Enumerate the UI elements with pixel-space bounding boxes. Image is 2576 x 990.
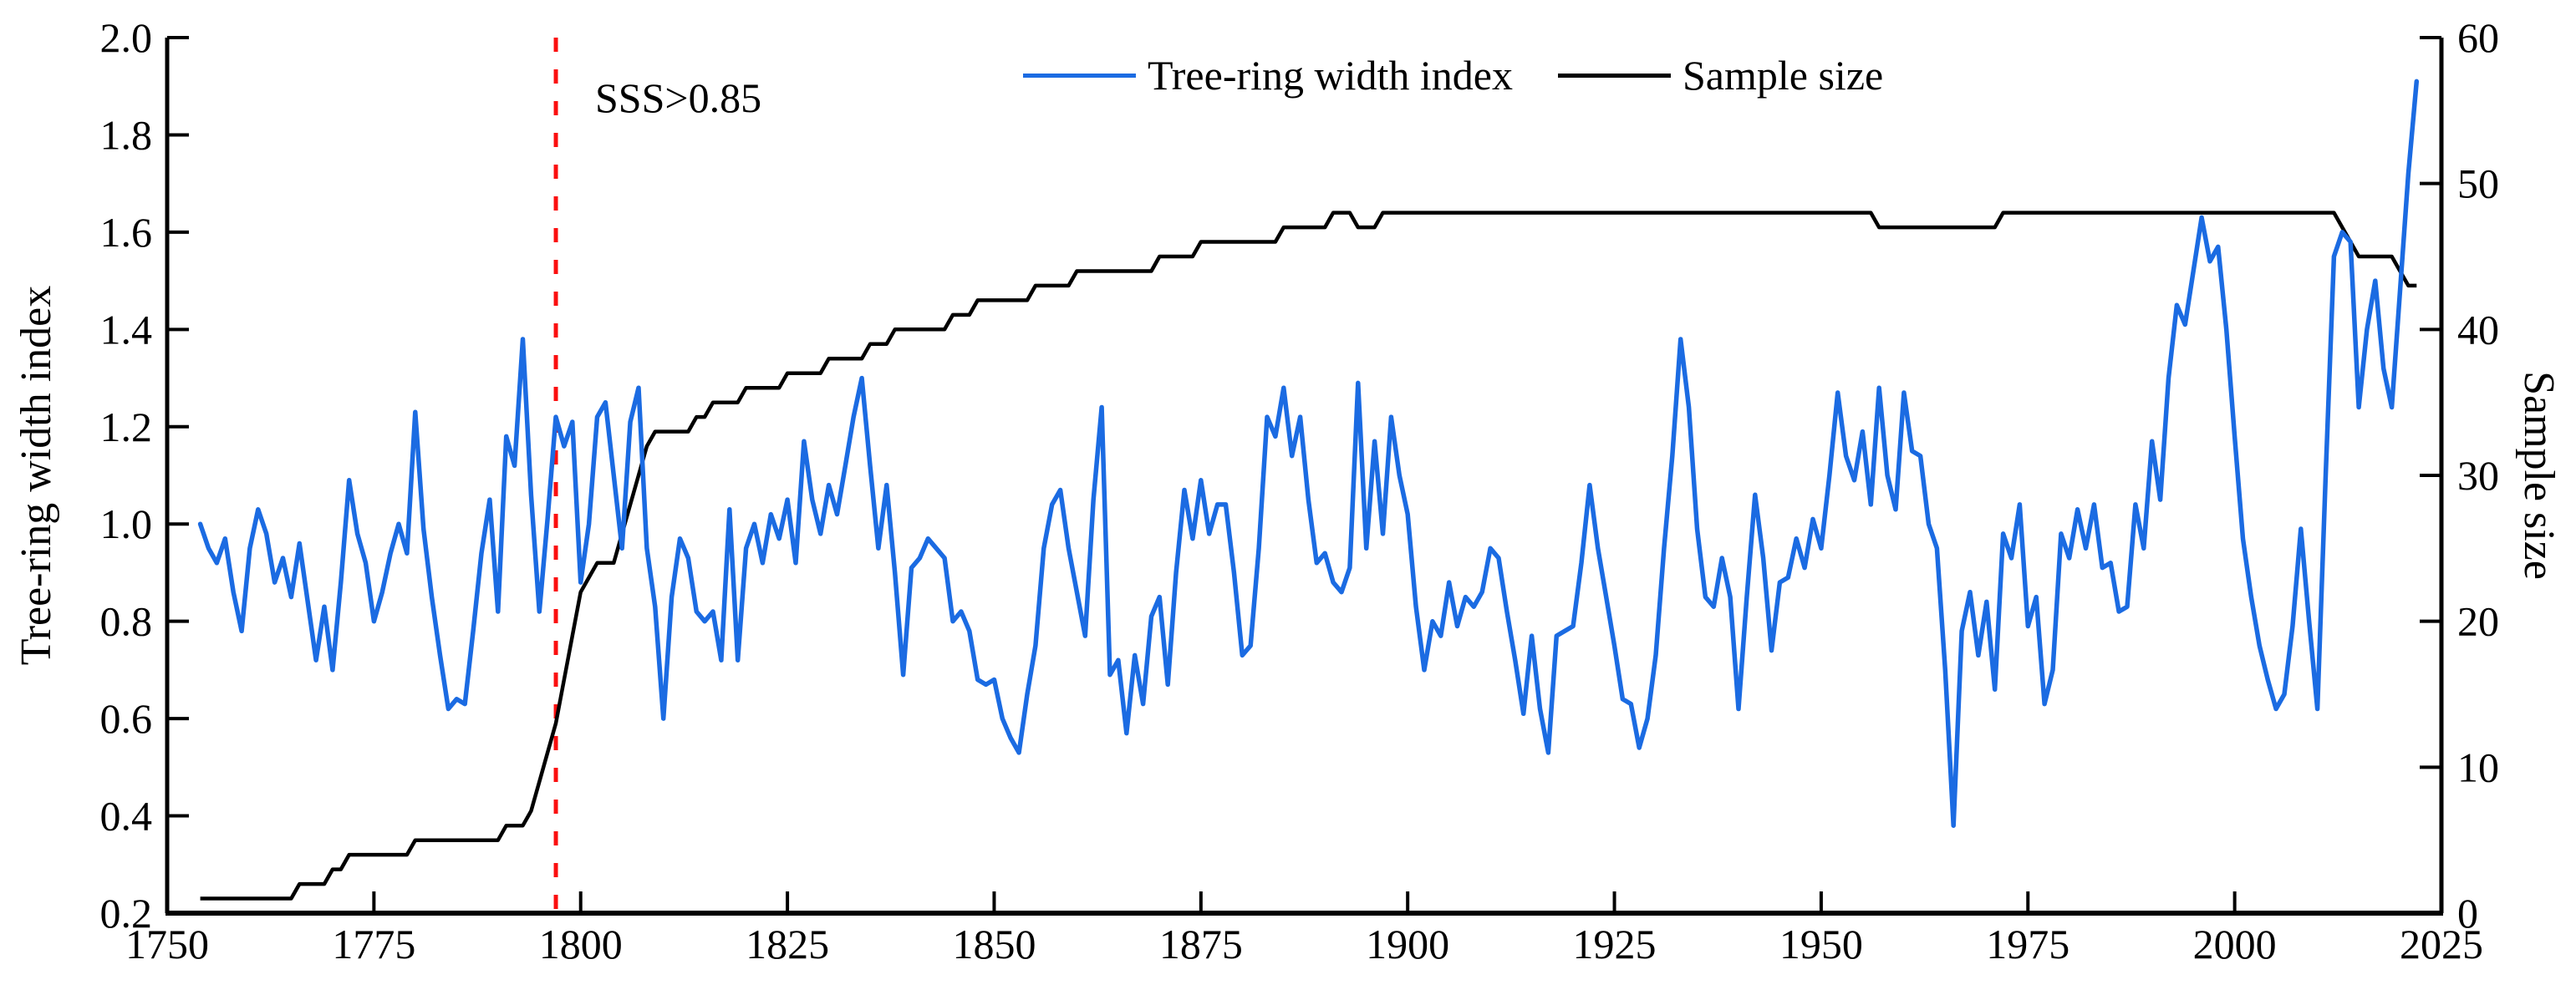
chart-legend: Tree-ring width index Sample size <box>1023 51 1883 99</box>
right-axis-tick-label: 30 <box>2457 452 2499 499</box>
x-axis-tick-label: 1950 <box>1779 921 1863 967</box>
x-axis-tick-label: 1775 <box>332 921 415 967</box>
left-axis-tick-label: 2.0 <box>100 14 153 61</box>
left-axis-title: Tree-ring width index <box>13 285 60 666</box>
left-axis-tick-label: 0.8 <box>100 598 153 645</box>
sample-size-series-line <box>200 211 2417 901</box>
left-axis-tick-label: 0.6 <box>100 695 153 742</box>
left-axis-tick-label: 1.2 <box>100 404 153 450</box>
right-axis-tick-label: 60 <box>2457 14 2499 61</box>
x-axis-tick-label: 1900 <box>1366 921 1449 967</box>
right-axis-tick-label: 20 <box>2457 598 2499 645</box>
right-axis-tick-label: 50 <box>2457 160 2499 207</box>
legend-item-tree-ring: Tree-ring width index <box>1023 51 1513 99</box>
x-axis-tick-label: 1975 <box>1986 921 2069 967</box>
left-axis-tick-label: 1.8 <box>100 111 153 158</box>
left-axis-tick-label: 1.0 <box>100 500 153 547</box>
legend-item-sample-size: Sample size <box>1558 51 1883 99</box>
x-axis-tick-label: 1750 <box>125 921 209 967</box>
x-axis-tick-label: 1850 <box>952 921 1036 967</box>
tree-ring-series-line <box>197 79 2420 828</box>
left-axis-tick-label: 0.4 <box>100 793 153 840</box>
x-axis-tick-label: 1875 <box>1159 921 1243 967</box>
right-axis-tick-label: 40 <box>2457 306 2499 353</box>
left-axis-tick-label: 1.4 <box>100 306 153 353</box>
right-axis-tick-label: 10 <box>2457 744 2499 790</box>
x-axis-tick-label: 1800 <box>539 921 623 967</box>
x-axis-tick-label: 2025 <box>2400 921 2483 967</box>
tree-ring-line-swatch <box>1023 73 1136 78</box>
left-axis-tick-label: 0.2 <box>100 890 153 937</box>
sample-size-line-swatch <box>1558 73 1671 78</box>
right-axis-tick-label: 0 <box>2457 890 2478 937</box>
x-axis-tick-label: 1825 <box>746 921 829 967</box>
sss-threshold-annotation: SSS>0.85 <box>595 74 762 121</box>
right-axis-title: Sample size <box>2515 371 2563 580</box>
legend-label-sample-size: Sample size <box>1683 52 1884 99</box>
x-axis-tick-label: 2000 <box>2193 921 2277 967</box>
legend-label-tree-ring: Tree-ring width index <box>1148 52 1513 99</box>
x-axis-tick-label: 1925 <box>1573 921 1657 967</box>
left-axis-tick-label: 1.6 <box>100 209 153 256</box>
